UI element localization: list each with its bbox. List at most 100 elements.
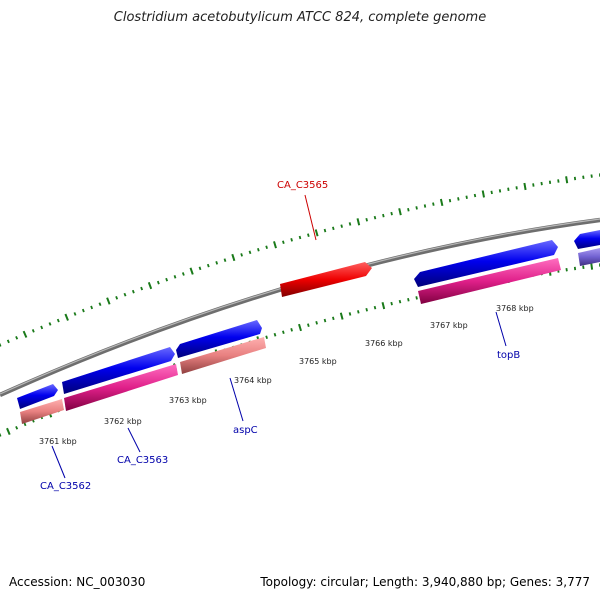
minor-tick (315, 321, 318, 325)
callout-line-ca-c3562 (51, 445, 66, 479)
minor-tick (98, 302, 102, 307)
major-tick (298, 323, 302, 332)
minor-tick (73, 312, 77, 316)
gene-label-ca-c3563[interactable]: CA_C3563 (117, 455, 168, 466)
minor-tick (340, 224, 343, 228)
minor-tick (123, 292, 127, 297)
minor-tick (457, 197, 460, 201)
minor-tick (582, 175, 585, 180)
callout-line-topb (495, 311, 507, 347)
minor-tick (81, 308, 85, 313)
minor-tick (156, 280, 160, 285)
major-tick (64, 313, 69, 321)
minor-tick (498, 189, 502, 193)
minor-tick (0, 433, 2, 437)
minor-tick (15, 336, 19, 340)
minor-tick (181, 272, 185, 276)
major-tick (565, 176, 569, 184)
minor-tick (415, 296, 418, 300)
major-tick (398, 208, 402, 216)
major-tick (231, 253, 236, 262)
minor-tick (348, 312, 352, 316)
minor-tick (223, 258, 227, 262)
gene-aspc-reverse[interactable] (180, 337, 266, 374)
minor-tick (407, 208, 410, 212)
minor-tick (465, 195, 468, 199)
minor-tick (365, 217, 368, 222)
major-tick (356, 218, 361, 226)
kbp-label: 3764 kbp (234, 376, 272, 385)
gene-ca-c3563-forward[interactable] (62, 347, 175, 394)
minor-tick (407, 298, 410, 302)
minor-tick (540, 181, 543, 186)
kbp-label: 3767 kbp (430, 321, 468, 330)
callout-line-aspc (229, 377, 244, 422)
minor-tick (373, 215, 377, 220)
minor-tick (323, 228, 327, 233)
minor-tick (15, 426, 19, 430)
minor-tick (282, 240, 285, 245)
minor-tick (290, 328, 293, 332)
accession-text: Accession: NC_003030 (9, 575, 146, 589)
minor-tick (165, 277, 169, 282)
minor-tick (307, 233, 310, 237)
outer-tick-arc (0, 173, 600, 347)
gene-ca-c3562-reverse[interactable] (20, 399, 64, 424)
minor-tick (31, 329, 35, 333)
kbp-label: 3766 kbp (365, 339, 403, 348)
minor-tick (557, 179, 560, 183)
gene-label-ca-c3562[interactable]: CA_C3562 (40, 481, 91, 492)
major-tick (147, 281, 153, 290)
gene-aspc-forward[interactable] (176, 320, 262, 358)
minor-tick (373, 305, 377, 310)
gene-next-forward[interactable] (574, 230, 600, 249)
minor-tick (390, 301, 393, 306)
gene-label-ca-c3565[interactable]: CA_C3565 (277, 180, 328, 191)
gene-label-topb[interactable]: topB (497, 350, 520, 361)
minor-tick (507, 187, 510, 192)
major-tick (6, 427, 11, 435)
kbp-label: 3761 kbp (39, 437, 77, 446)
minor-tick (532, 183, 535, 187)
major-tick (189, 267, 194, 275)
major-tick (339, 312, 344, 320)
gene-topb-forward[interactable] (414, 240, 558, 287)
minor-tick (48, 322, 52, 326)
minor-tick (173, 275, 177, 279)
minor-tick (0, 343, 2, 347)
map-title: Clostridium acetobutylicum ATCC 824, com… (113, 10, 487, 25)
major-tick (523, 182, 527, 191)
minor-tick (348, 222, 352, 226)
minor-tick (257, 247, 260, 252)
minor-tick (206, 263, 210, 268)
gene-label-aspc[interactable]: aspC (233, 425, 258, 436)
kbp-label: 3765 kbp (299, 357, 337, 366)
minor-tick (357, 310, 360, 314)
minor-tick (265, 335, 268, 340)
minor-tick (140, 286, 144, 291)
minor-tick (90, 305, 94, 310)
minor-tick (515, 186, 518, 190)
minor-tick (473, 193, 477, 198)
minor-tick (332, 226, 335, 231)
topology-text: Topology: circular; Length: 3,940,880 bp… (260, 575, 590, 589)
minor-tick (490, 190, 493, 195)
gene-ca-c3562-forward[interactable] (17, 384, 58, 409)
minor-tick (432, 202, 435, 206)
kbp-label: 3762 kbp (104, 417, 142, 426)
gene-topb-reverse[interactable] (418, 258, 561, 304)
callout-line-ca-c3565 (304, 194, 317, 241)
major-tick (273, 241, 277, 249)
minor-tick (415, 206, 418, 210)
minor-tick (448, 198, 452, 203)
major-tick (590, 262, 594, 270)
minor-tick (365, 307, 368, 312)
kbp-label: 3763 kbp (169, 396, 207, 405)
major-tick (381, 301, 386, 310)
gene-ca-c3563-reverse[interactable] (64, 364, 178, 411)
minor-tick (23, 422, 27, 427)
gene-ca-c3565[interactable] (280, 262, 372, 297)
minor-tick (390, 211, 393, 216)
gene-next-reverse[interactable] (578, 248, 600, 266)
major-tick (439, 198, 444, 207)
